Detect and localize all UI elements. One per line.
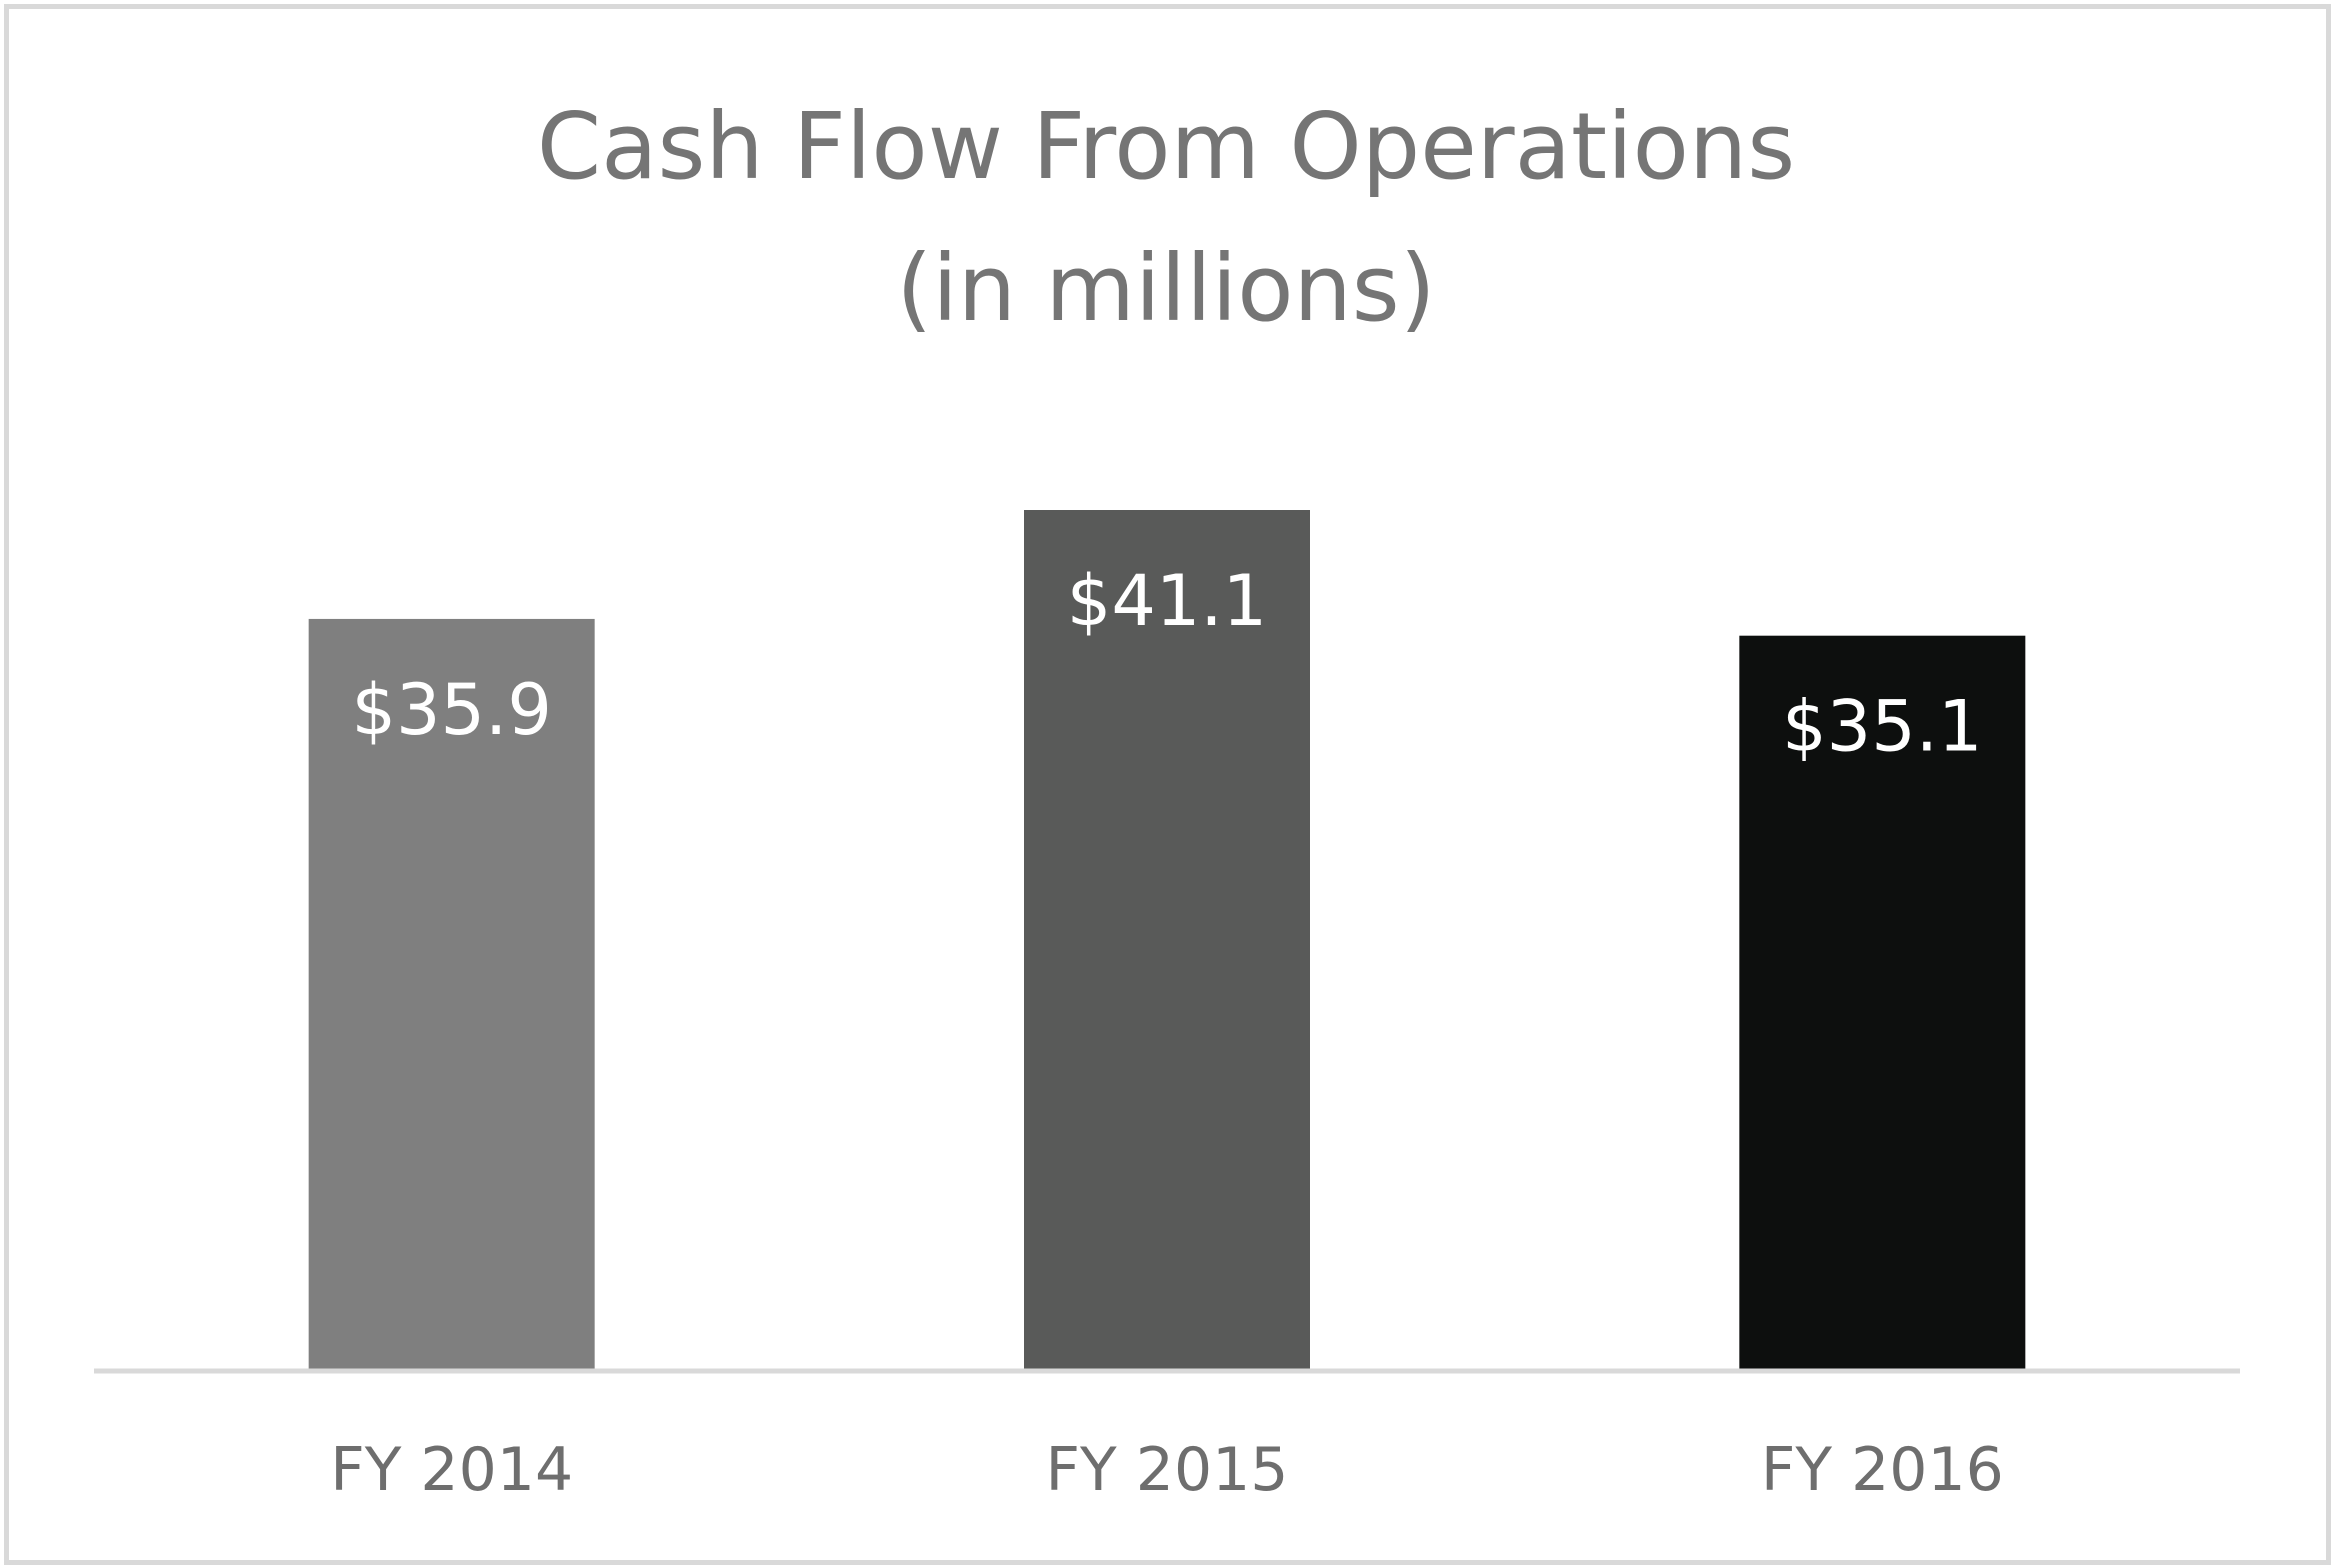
category-label: FY 2015 (1046, 1435, 1289, 1505)
data-label: $41.1 (1067, 560, 1267, 642)
data-labels-group: $35.9 $41.1 $35.1 (351, 560, 1982, 768)
bars-group (308, 510, 2026, 1371)
category-label: FY 2014 (330, 1435, 573, 1505)
category-label: FY 2016 (1761, 1435, 2004, 1505)
bar-fy-2014 (308, 618, 595, 1371)
category-labels-group: FY 2014 FY 2015 FY 2016 (330, 1435, 2004, 1505)
bar-fy-2015 (1024, 510, 1310, 1371)
bar-fy-2016 (1739, 635, 2026, 1371)
chart-title-line-2: (in millions) (896, 235, 1435, 342)
data-label: $35.1 (1782, 686, 1982, 768)
data-label: $35.9 (351, 669, 551, 751)
chart-title-line-1: Cash Flow From Operations (537, 93, 1795, 200)
